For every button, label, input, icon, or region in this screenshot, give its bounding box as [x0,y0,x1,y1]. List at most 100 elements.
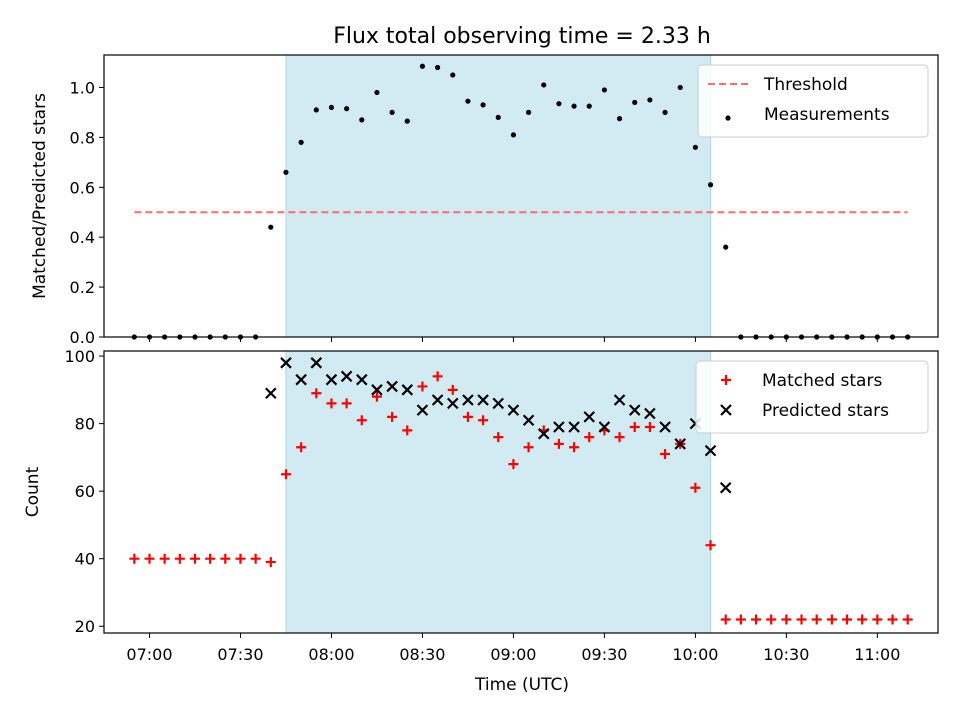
data-point [705,540,716,551]
data-point [465,98,471,104]
x-tick-label: 09:00 [490,645,536,664]
data-point [280,357,292,369]
data-point [647,97,653,103]
data-point [295,373,307,386]
data-point [569,442,580,453]
data-point [583,411,596,423]
data-point [311,388,322,399]
data-point [811,614,822,625]
y-tick-label: 100 [64,347,95,366]
data-point [235,553,246,564]
data-point [265,557,276,568]
data-point [268,224,274,230]
legend-box [697,64,929,138]
data-point [493,432,504,443]
x-tick-label: 08:00 [308,645,354,664]
data-point [389,109,395,115]
data-point [628,404,641,416]
observing-interval-shade [285,350,712,634]
data-point [159,553,170,564]
data-point [310,357,323,369]
x-tick-label: 11:00 [854,645,900,664]
axes-frame [103,350,939,634]
data-point [902,614,913,625]
data-point [419,63,426,69]
data-point [629,421,640,432]
data-point [523,442,534,453]
chart-title: Flux total observing time = 2.33 h [333,24,711,49]
data-point [250,553,261,564]
data-point [356,373,368,386]
data-point [313,107,319,113]
data-point [492,397,505,410]
data-point [632,99,638,106]
data-point [298,139,304,145]
data-point [435,64,441,71]
data-point [450,72,456,78]
axes-frame [103,54,939,338]
legend-plus-swatch [721,375,731,385]
data-point [556,101,562,107]
data-point [495,114,501,120]
data-point [553,438,564,449]
data-point [431,394,444,406]
data-point [296,442,307,453]
data-point [662,109,668,115]
bottom-y-axis-label: Count [23,466,43,517]
data-point [341,398,352,409]
data-point [887,614,898,625]
data-point [478,415,489,426]
legend: Matched stars Predicted stars [695,360,929,434]
data-point [386,380,398,393]
series-predicted-stars [265,357,732,494]
legend-label: Matched stars [762,371,882,391]
y-tick-label: 0.6 [70,178,95,197]
data-point [510,132,517,138]
data-point [477,394,489,406]
top-y-axis-label: Matched/Predicted stars [30,93,50,299]
data-point [325,373,338,386]
data-point [723,244,729,250]
data-point [614,432,625,443]
data-point [507,404,520,416]
y-tick-label: 40 [75,550,95,569]
legend-label: Measurements [764,105,890,125]
y-tick-label: 0.4 [70,228,95,247]
data-point [480,102,486,108]
data-point [189,553,200,564]
data-point [616,116,623,122]
x-tick-label: 07:00 [126,645,172,664]
y-tick-label: 60 [75,482,95,501]
data-point [401,384,414,396]
data-point [220,553,231,564]
data-point [690,482,701,493]
data-point [283,169,289,175]
data-point [781,614,792,625]
data-point [720,614,731,625]
legend-label: Threshold [763,75,848,95]
data-point [644,421,655,432]
y-tick-label: 0.8 [70,128,95,147]
data-point [205,553,216,564]
data-point [374,89,380,96]
data-point [644,407,656,420]
data-point [692,144,698,150]
data-point [144,553,155,564]
legend-x-swatch [720,404,732,416]
data-point [508,459,519,470]
data-point [416,404,429,416]
x-tick-label: 09:30 [581,645,627,664]
data-point [462,411,473,422]
data-point [735,614,746,625]
data-point [677,84,683,91]
legend-label: Predicted stars [762,401,889,421]
observing-interval-shade [285,54,712,338]
data-point [326,398,337,409]
x-axis-label: Time (UTC) [474,675,569,695]
data-point [404,118,410,124]
data-point [601,87,608,93]
legend-box [695,360,929,434]
data-point [766,614,777,625]
legend: Threshold Measurements [697,64,929,138]
data-point [553,421,565,433]
